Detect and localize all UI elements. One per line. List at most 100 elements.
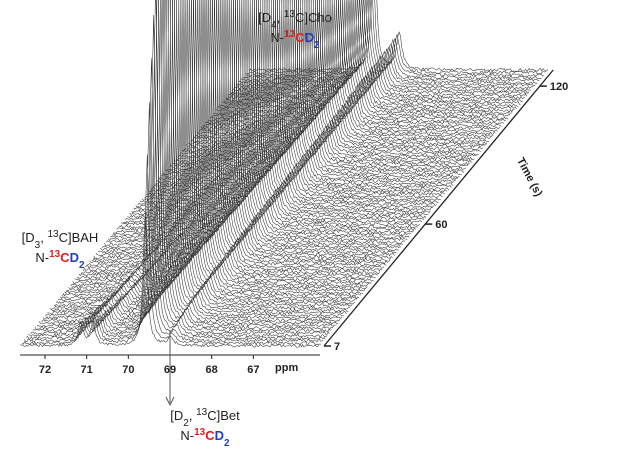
y-tick-label: 120 xyxy=(550,81,568,93)
spectrum-trace xyxy=(158,0,458,181)
spectrum-trace xyxy=(74,0,374,282)
spectrum-trace xyxy=(215,0,515,113)
spectrum-trace xyxy=(30,0,330,336)
spectrum-trace xyxy=(26,58,326,340)
spectrum-trace xyxy=(24,102,324,343)
annotation-part: 13 xyxy=(194,427,206,438)
spectrum-trace xyxy=(34,0,334,330)
spectrum-trace xyxy=(221,0,521,105)
annotation-arrowhead xyxy=(165,396,175,407)
spectrum-trace xyxy=(141,0,441,201)
y-axis xyxy=(323,69,554,347)
annotation-part: C]Cho xyxy=(295,10,332,25)
spectrum-trace xyxy=(76,0,376,280)
annotation-part: 2 xyxy=(314,40,320,51)
spectrum-trace xyxy=(61,0,362,297)
annotation-part: D xyxy=(70,250,79,265)
spectrum-trace xyxy=(38,0,339,325)
spectrum-trace xyxy=(156,0,456,184)
annotation-part: D xyxy=(215,428,224,443)
spectrum-trace xyxy=(81,0,381,275)
y-tick-label: 7 xyxy=(334,341,340,353)
x-tick-label: 68 xyxy=(206,364,218,376)
spectrum-trace xyxy=(68,0,368,290)
annotation-name: [D2, 13C]Bet xyxy=(170,407,240,429)
spectrum-trace xyxy=(49,0,349,313)
x-tick-label: 70 xyxy=(122,364,134,376)
annotation-part: C]BAH xyxy=(59,230,99,245)
y-tick-label: 60 xyxy=(435,219,447,231)
spectrum-trace xyxy=(70,0,370,287)
annotation-part: D xyxy=(305,30,314,45)
spectrum-trace xyxy=(28,14,328,338)
spectrum-trace xyxy=(72,0,372,285)
annotation-part: C xyxy=(60,250,70,265)
annotation-part: 2 xyxy=(183,418,189,429)
annotation-name: [D4, 13C]Cho xyxy=(258,9,332,31)
spectrum-trace xyxy=(87,0,387,267)
spectrum-trace xyxy=(55,0,355,305)
spectrum-trace xyxy=(95,0,395,257)
annotation-part: , xyxy=(277,10,284,25)
spectrum-trace xyxy=(32,0,332,333)
waterfall xyxy=(20,0,549,348)
annotation-part: 2 xyxy=(224,438,230,449)
spectrum-trace xyxy=(66,0,366,292)
spectrum-trace xyxy=(162,0,462,176)
x-tick-label: 71 xyxy=(81,364,93,376)
annotation-part: C xyxy=(295,30,305,45)
spectrum-trace xyxy=(209,0,509,120)
annotation-part: 3 xyxy=(35,240,41,251)
x-tick-label: 67 xyxy=(247,364,259,376)
spectrum-trace xyxy=(53,0,353,308)
spectrum-trace xyxy=(200,0,500,131)
spectrum-trace xyxy=(154,0,454,186)
annotation-part: 13 xyxy=(196,407,208,418)
spectrum-trace xyxy=(217,0,517,110)
x-tick-label: 72 xyxy=(39,364,51,376)
spectrum-trace xyxy=(146,0,446,196)
spectrum-trace xyxy=(108,0,408,242)
spectrum-trace xyxy=(207,0,506,123)
spectrum-trace xyxy=(59,0,360,300)
spectrum-trace xyxy=(51,0,351,310)
annotation-part: 13 xyxy=(47,229,59,240)
spectrum-trace xyxy=(64,0,364,295)
annotation-part: [D xyxy=(170,408,183,423)
annotation-part: , xyxy=(40,230,47,245)
annotation-group: N-13CD2 xyxy=(35,249,85,271)
annotation-group: N-13CD2 xyxy=(270,29,320,51)
annotation-part: [D xyxy=(22,230,35,245)
spectrum-trace xyxy=(103,0,404,247)
spectrum-trace xyxy=(202,0,502,128)
annotation-part: 13 xyxy=(49,249,61,260)
spectrum-trace xyxy=(82,0,383,272)
spectrum-trace xyxy=(213,0,513,115)
annotation-part: 4 xyxy=(271,20,277,31)
spectrum-trace xyxy=(89,0,389,265)
spectrum-trace xyxy=(211,0,511,118)
spectrum-trace xyxy=(101,0,401,249)
spectrum-trace xyxy=(204,0,504,125)
annotation-part: 13 xyxy=(284,9,296,20)
spectrum-trace xyxy=(219,0,519,108)
x-axis-label: ppm xyxy=(275,362,298,374)
annotation-part: 13 xyxy=(284,29,296,40)
annotation-part: N- xyxy=(180,428,194,443)
annotation-part: C xyxy=(205,428,215,443)
spectrum-trace xyxy=(167,0,467,171)
annotation-part: 2 xyxy=(79,260,85,271)
annotation-part: N- xyxy=(270,30,284,45)
spectrum-trace xyxy=(91,0,391,262)
annotation-part: , xyxy=(189,408,196,423)
annotation-group: N-13CD2 xyxy=(180,427,230,449)
spectrum-trace xyxy=(78,0,378,277)
annotation-name: [D3, 13C]BAH xyxy=(22,229,99,251)
annotation-part: [D xyxy=(258,10,271,25)
spectrum-trace xyxy=(106,0,406,244)
spectrum-trace xyxy=(110,0,410,239)
spectrum-trace xyxy=(160,0,460,179)
y-axis-label: Time (s) xyxy=(514,156,544,199)
